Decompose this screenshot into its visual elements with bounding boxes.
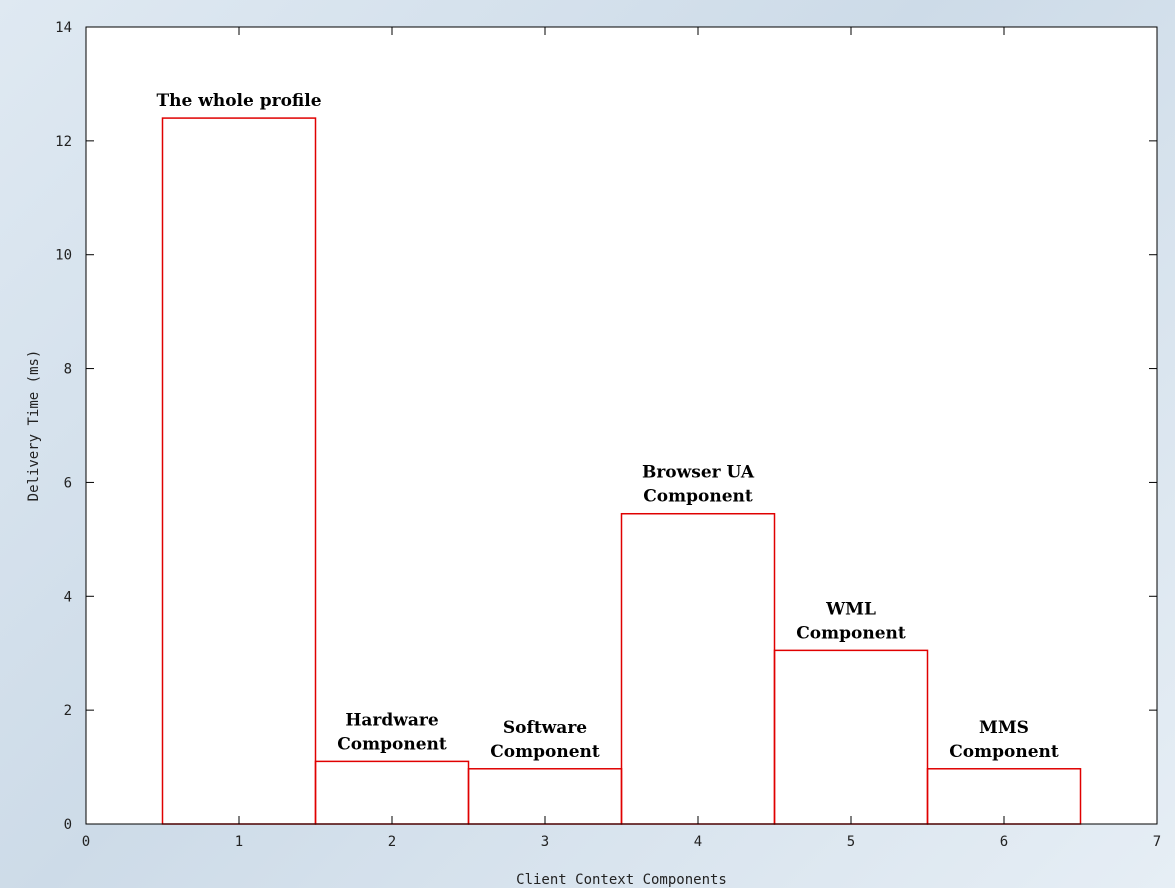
- bar-label-6-line-1: MMS: [979, 718, 1029, 738]
- y-tick-label: 12: [55, 134, 72, 150]
- bar-labels-group: The whole profile Hardware Component Softwa…: [156, 91, 1058, 762]
- y-tick-label: 14: [55, 20, 72, 36]
- bar-label-2-line-1: Hardware: [345, 710, 439, 730]
- bar-label-3-line-2: Component: [490, 742, 600, 762]
- y-tick-label: 8: [64, 362, 72, 378]
- x-tick-label: 0: [82, 834, 90, 850]
- bar-label-6-line-2: Component: [949, 742, 1059, 762]
- bar-label-2-line-2: Component: [337, 734, 447, 754]
- y-tick-label: 4: [64, 589, 72, 605]
- x-tick-label: 7: [1153, 834, 1161, 850]
- x-tick-label: 3: [541, 834, 549, 850]
- x-tick-label: 5: [847, 834, 855, 850]
- y-tick-label: 10: [55, 248, 72, 264]
- x-tick-label: 6: [1000, 834, 1008, 850]
- plot-frame: [85, 26, 1158, 825]
- x-axis-title: Client Context Components: [516, 872, 727, 888]
- y-tick-label: 2: [64, 703, 72, 719]
- x-tick-label: 4: [694, 834, 702, 850]
- x-tick-label: 1: [235, 834, 243, 850]
- x-tick-label: 2: [388, 834, 396, 850]
- y-tick-label: 6: [64, 475, 72, 491]
- bar-label-5-line-2: Component: [796, 623, 906, 643]
- bar-label-3-line-1: Software: [503, 718, 587, 738]
- y-tick-label: 0: [64, 817, 72, 833]
- bar-label-4-line-1: Browser UA: [642, 463, 755, 483]
- bar-label-5-line-1: WML: [825, 599, 876, 619]
- bar-label-4-line-2: Component: [643, 487, 753, 507]
- y-axis-title: Delivery Time (ms): [26, 350, 42, 502]
- bar-label-1-line-1: The whole profile: [156, 91, 321, 111]
